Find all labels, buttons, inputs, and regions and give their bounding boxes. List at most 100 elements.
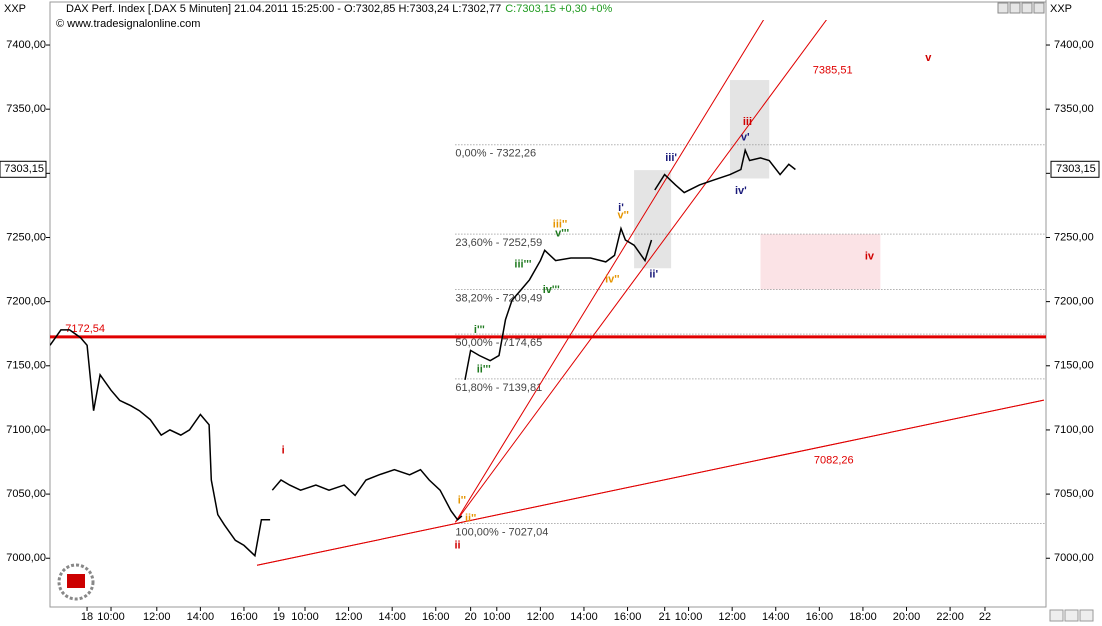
x-tick-label: 10:00 [97, 611, 125, 623]
shaded-box [634, 170, 672, 269]
button[interactable] [1033, 2, 1045, 14]
wave-label: iii' [665, 152, 677, 164]
y-tick-label-left: 7200,00 [6, 296, 46, 308]
logo-wreath [57, 563, 95, 601]
last-price-box [1050, 160, 1100, 178]
x-tick-label: 14:00 [187, 611, 215, 623]
y-tick-label-left: 7400,00 [6, 39, 46, 51]
wave-label: iv'' [605, 274, 620, 286]
trendline [256, 399, 1044, 566]
wave-label: ii''' [477, 364, 491, 376]
x-tick-label: 22:00 [936, 611, 964, 623]
y-tick-label: 7250,00 [1054, 231, 1094, 243]
x-tick-label: 18:00 [849, 611, 877, 623]
x-tick-label: 14:00 [378, 611, 406, 623]
x-tick-label: 18 [81, 611, 93, 623]
button[interactable] [1064, 609, 1079, 622]
x-tick-label: 12:00 [527, 611, 555, 623]
wave-label: i''' [474, 324, 485, 336]
button[interactable] [1009, 2, 1021, 14]
x-tick-label: 14:00 [762, 611, 790, 623]
last-price-box-left [0, 160, 47, 178]
wave-label: ii'' [465, 512, 477, 524]
fib-label: 0,00% - 7322,26 [455, 148, 536, 160]
x-tick-label: 10:00 [675, 611, 703, 623]
wave-label: iv [865, 251, 875, 263]
wave-label: iii [743, 116, 752, 128]
wave-label: v'' [618, 210, 630, 222]
x-tick-label: 16:00 [230, 611, 258, 623]
x-tick-label: 12:00 [143, 611, 171, 623]
wave-label: v''' [555, 228, 569, 240]
symbol-left: XXP [4, 3, 26, 15]
quote: C:7303,15 +0,30 +0% [505, 3, 612, 15]
y-tick-label-left: 7100,00 [6, 424, 46, 436]
wave-label: i' [618, 202, 624, 214]
last-price: 7303,15 [1056, 163, 1096, 175]
trendline-label: 7385,51 [813, 65, 853, 77]
x-tick-label: 21 [658, 611, 670, 623]
nav-buttons[interactable] [1049, 609, 1094, 622]
button[interactable] [997, 2, 1009, 14]
y-tick-label-left: 7150,00 [6, 360, 46, 372]
logo [57, 563, 95, 601]
y-tick-label-left: 7050,00 [6, 488, 46, 500]
fib-label: 100,00% - 7027,04 [455, 526, 548, 538]
symbol-right: XXP [1050, 3, 1072, 15]
wave-label: iii'' [553, 219, 568, 231]
y-tick-label: 7400,00 [1054, 39, 1094, 51]
x-tick-label: 10:00 [483, 611, 511, 623]
wave-label: ii' [649, 269, 658, 281]
x-tick-label: 16:00 [806, 611, 834, 623]
fib-label: 50,00% - 7174,65 [455, 337, 542, 349]
support-label: 7172,54 [65, 323, 105, 335]
wave-label: i [282, 444, 285, 456]
source: © www.tradesignalonline.com [56, 18, 200, 30]
trendline [454, 20, 827, 523]
wave-label: iii''' [514, 258, 531, 270]
x-tick-label: 20 [465, 611, 477, 623]
logo-box [67, 574, 85, 588]
x-tick-label: 12:00 [335, 611, 363, 623]
button[interactable] [1021, 2, 1033, 14]
x-tick-label: 22 [979, 611, 991, 623]
fib-label: 23,60% - 7252,59 [455, 237, 542, 249]
button[interactable] [1079, 609, 1094, 622]
y-tick-label-left: 7250,00 [6, 231, 46, 243]
fib-label: 61,80% - 7139,81 [455, 382, 542, 394]
shaded-box [760, 234, 881, 290]
price-line [50, 147, 796, 558]
wave-label: v [925, 52, 932, 64]
x-tick-label: 14:00 [570, 611, 598, 623]
fib-label: 38,20% - 7209,49 [455, 292, 542, 304]
x-tick-label: 12:00 [718, 611, 746, 623]
y-tick-label-left: 7350,00 [6, 103, 46, 115]
y-tick-label: 7350,00 [1054, 103, 1094, 115]
y-tick-label: 7000,00 [1054, 552, 1094, 564]
wave-label: v' [741, 131, 750, 143]
plot: 0,00% - 7322,26 23,60% - 7252,59 38,20% - … [50, 20, 1046, 566]
x-tick-label: 10:00 [291, 611, 319, 623]
y-tick-label: 7200,00 [1054, 296, 1094, 308]
window-buttons[interactable] [997, 2, 1045, 14]
shaded-box [729, 80, 770, 179]
wave-label: i'' [458, 494, 467, 506]
trendline [454, 20, 765, 523]
wave-label: iv' [735, 185, 747, 197]
x-tick-label: 16:00 [422, 611, 450, 623]
y-tick-label: 7150,00 [1054, 360, 1094, 372]
wave-label: ii [454, 539, 460, 551]
trendline-label: 7082,26 [814, 455, 854, 467]
y-tick-label: 7100,00 [1054, 424, 1094, 436]
last-price-left: 7303,15 [4, 163, 44, 175]
wave-label: iv''' [543, 284, 560, 296]
y-tick-label-left: 7000,00 [6, 552, 46, 564]
x-tick-label: 20:00 [893, 611, 921, 623]
button[interactable] [1049, 609, 1064, 622]
chart-title: DAX Perf. Index [.DAX 5 Minuten] 21.04.2… [66, 3, 501, 15]
y-tick-label: 7050,00 [1054, 488, 1094, 500]
x-tick-label: 19 [273, 611, 285, 623]
x-tick-label: 16:00 [614, 611, 642, 623]
